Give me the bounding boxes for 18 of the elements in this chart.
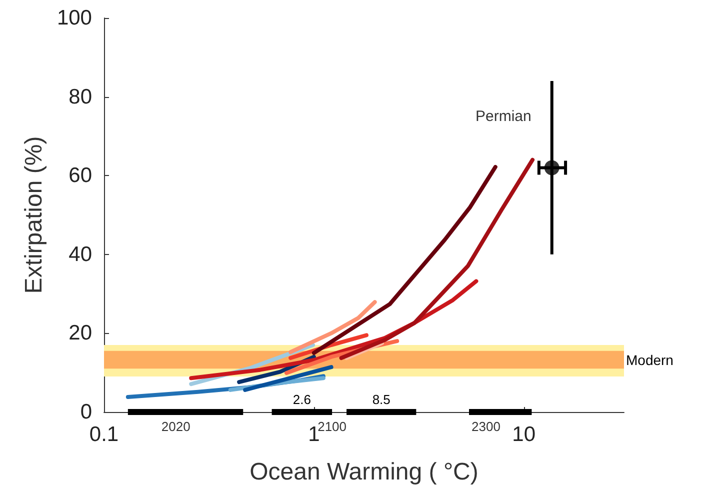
y-tick-label: 20 — [68, 322, 92, 345]
x-tick-label: 0.1 — [89, 423, 119, 446]
y-tick-label: 40 — [68, 242, 92, 266]
annotation: 2100 — [318, 419, 347, 434]
series-label: 2.6 — [292, 392, 311, 407]
y-tick-label: 100 — [56, 6, 92, 30]
band-label: Modern — [626, 352, 674, 368]
x-axis-title: Ocean Warming ( °C) — [250, 458, 478, 486]
annotation: 2020 — [161, 419, 190, 434]
y-tick-label: 60 — [68, 164, 92, 188]
x-tick-label: 1 — [308, 423, 320, 446]
x-tick-label: 10 — [512, 423, 536, 446]
y-tick-label: 0 — [80, 400, 92, 424]
y-tick-label: 80 — [68, 85, 92, 108]
series-label: 8.5 — [372, 392, 390, 407]
annotation: 2300 — [472, 419, 500, 434]
text: Permian — [476, 108, 532, 126]
y-axis-title: Extirpation (%) — [20, 136, 48, 294]
